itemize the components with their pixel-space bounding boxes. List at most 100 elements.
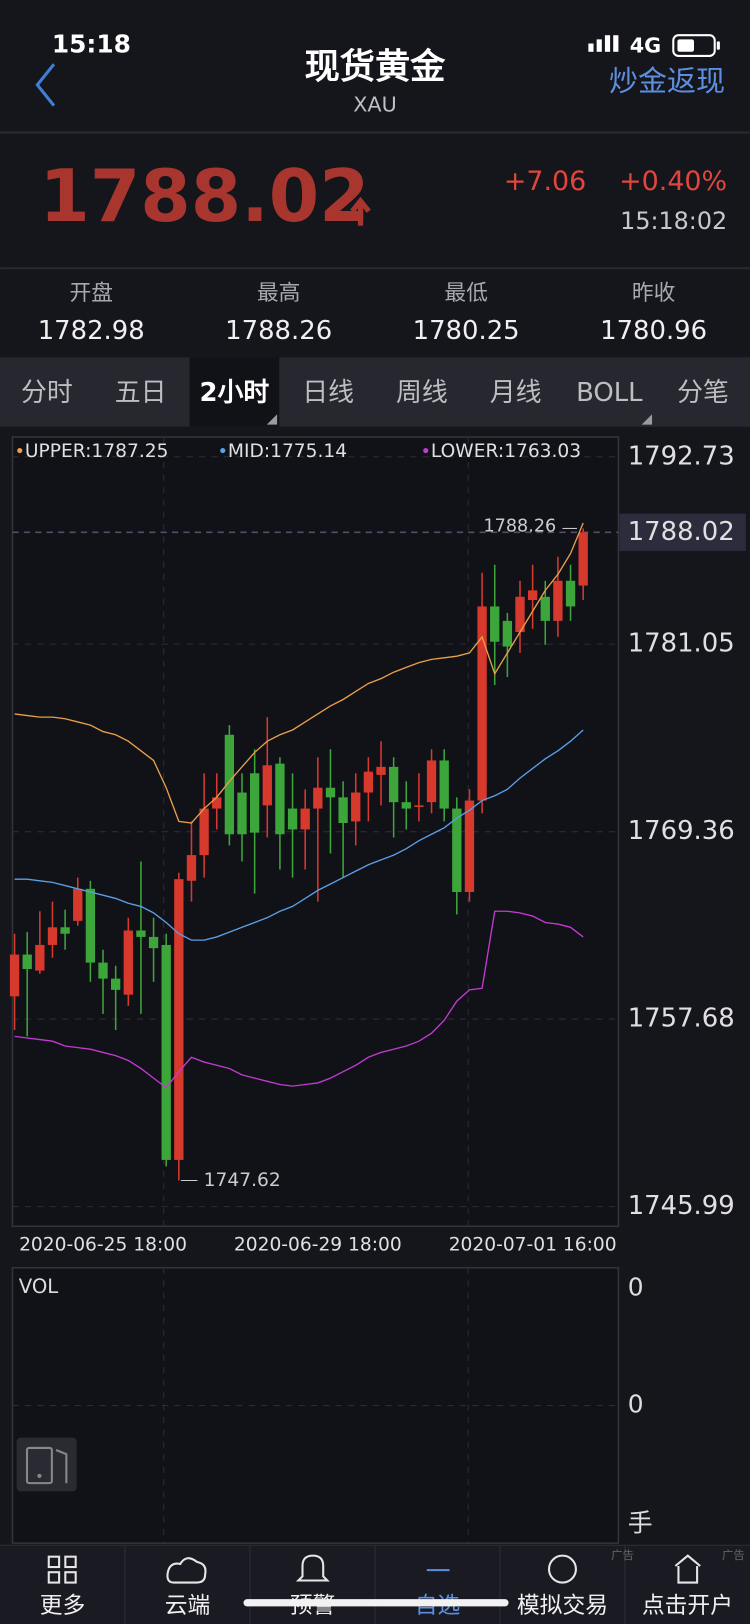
candle-body bbox=[174, 879, 184, 1160]
y-tick-label: 1769.36 bbox=[628, 816, 735, 846]
candle-body bbox=[452, 808, 462, 893]
candle-body bbox=[249, 773, 260, 833]
candle-body bbox=[325, 787, 336, 798]
candle-body bbox=[338, 797, 348, 824]
candle-body bbox=[477, 606, 487, 801]
candle-body bbox=[262, 765, 272, 806]
nav-icons bbox=[47, 1554, 701, 1584]
candle-body bbox=[275, 763, 285, 835]
candle-body bbox=[578, 532, 588, 586]
title: 现货黄金 bbox=[305, 46, 447, 87]
network: 4G bbox=[630, 34, 661, 58]
tab[interactable]: BOLL bbox=[576, 378, 643, 408]
legend-label: MID:1775.14 bbox=[228, 441, 347, 462]
candle-body bbox=[363, 771, 374, 793]
legend-label: UPPER:1787.25 bbox=[25, 441, 169, 462]
nav-item[interactable]: 更多 bbox=[40, 1593, 86, 1619]
candle-body bbox=[224, 734, 235, 835]
ad-tag: 广告 bbox=[611, 1548, 634, 1562]
tab[interactable]: 2小时 bbox=[200, 378, 270, 408]
rotate-button[interactable] bbox=[16, 1437, 77, 1492]
tab-bar bbox=[0, 357, 750, 427]
last-price-box bbox=[619, 513, 746, 551]
tab[interactable]: 分时 bbox=[21, 378, 73, 408]
tab[interactable]: 周线 bbox=[396, 378, 448, 408]
promo-link[interactable]: 炒金返现 bbox=[609, 64, 725, 98]
candle-body bbox=[527, 590, 538, 601]
tab[interactable]: 五日 bbox=[115, 378, 167, 408]
candle-body bbox=[110, 978, 121, 990]
candle-body bbox=[237, 792, 247, 835]
nav: 更多云端预警自选模拟交易点击开户 bbox=[40, 1545, 733, 1624]
tab[interactable]: 日线 bbox=[302, 378, 354, 408]
legend-dot bbox=[220, 447, 226, 454]
candle-body bbox=[401, 802, 411, 809]
candle-body bbox=[9, 954, 20, 997]
y-tick-label: 1757.68 bbox=[628, 1004, 735, 1034]
candle-body bbox=[540, 596, 550, 621]
nav-item[interactable]: 模拟交易 bbox=[517, 1593, 608, 1619]
candle-body bbox=[73, 888, 83, 921]
candle-body bbox=[515, 596, 525, 633]
legend-label: LOWER:1763.03 bbox=[431, 441, 581, 462]
back-button[interactable] bbox=[35, 63, 56, 107]
signal-icon bbox=[588, 35, 619, 52]
candle-body bbox=[287, 808, 298, 830]
up-arrow bbox=[350, 196, 371, 226]
status-time: 15:18 bbox=[52, 30, 131, 59]
tab[interactable]: 月线 bbox=[490, 378, 542, 408]
tab-corner bbox=[641, 414, 653, 425]
subtitle: XAU bbox=[353, 93, 397, 117]
battery-icon bbox=[672, 34, 720, 57]
candle-body bbox=[388, 766, 399, 803]
candle-body bbox=[464, 800, 475, 893]
candle-body bbox=[136, 930, 146, 937]
candle-body bbox=[565, 580, 576, 607]
candle-body bbox=[22, 954, 32, 970]
candle-body bbox=[300, 808, 310, 830]
stat-label: 最低 bbox=[444, 281, 488, 306]
home-indicator bbox=[243, 1599, 509, 1607]
candle-body bbox=[199, 808, 209, 856]
stat-value: 1782.98 bbox=[38, 316, 145, 346]
stat-label: 开盘 bbox=[69, 281, 113, 306]
y-tick-label: 1792.73 bbox=[628, 441, 735, 471]
candle-body bbox=[426, 760, 437, 803]
last-price: 1788.02 bbox=[39, 155, 369, 239]
y-tick-label: 1745.99 bbox=[628, 1191, 735, 1221]
candle-body bbox=[186, 855, 197, 881]
stat-value: 1780.25 bbox=[413, 316, 520, 346]
candle-body bbox=[351, 792, 361, 822]
candle-body bbox=[123, 930, 133, 995]
volume-tick: 0 bbox=[628, 1272, 644, 1301]
candle-body bbox=[35, 944, 45, 971]
quote-time: 15:18:02 bbox=[620, 207, 727, 235]
candle-body bbox=[439, 760, 449, 809]
legend-dot bbox=[17, 447, 23, 454]
legend-dot bbox=[423, 447, 429, 454]
ad-tag: 广告 bbox=[722, 1548, 745, 1562]
candle-body bbox=[414, 805, 424, 807]
volume-unit: 手 bbox=[628, 1509, 653, 1538]
candle-body bbox=[148, 936, 159, 949]
candle-body bbox=[60, 927, 70, 934]
chart: 1792.73 1781.05 1769.36 1757.68 1745.99 1788.… bbox=[9, 441, 746, 1255]
nav-item[interactable]: 云端 bbox=[165, 1593, 211, 1619]
candle-body bbox=[161, 944, 171, 1160]
stat-value: 1780.96 bbox=[600, 316, 707, 346]
stat-label: 最高 bbox=[257, 281, 300, 306]
x-tick-label: 2020-07-01 16:00 bbox=[449, 1234, 617, 1255]
x-tick-label: 2020-06-25 18:00 bbox=[19, 1234, 187, 1255]
high-mark-label: 1788.26 bbox=[483, 516, 556, 536]
tab[interactable]: 分笔 bbox=[677, 378, 729, 408]
stats-row: 开盘 1782.98 最高 1788.26 最低 1780.25 昨收 1780.96 bbox=[38, 281, 707, 346]
volume-tick: 0 bbox=[628, 1389, 644, 1418]
band-line bbox=[14, 522, 584, 824]
stat-value: 1788.26 bbox=[225, 316, 332, 346]
candle-body bbox=[47, 927, 58, 945]
x-tick-label: 2020-06-29 18:00 bbox=[234, 1234, 402, 1255]
nav-item[interactable]: 点击开户 bbox=[642, 1593, 733, 1619]
candle-body bbox=[212, 797, 222, 809]
low-mark-label: 1747.62 bbox=[204, 1170, 281, 1191]
